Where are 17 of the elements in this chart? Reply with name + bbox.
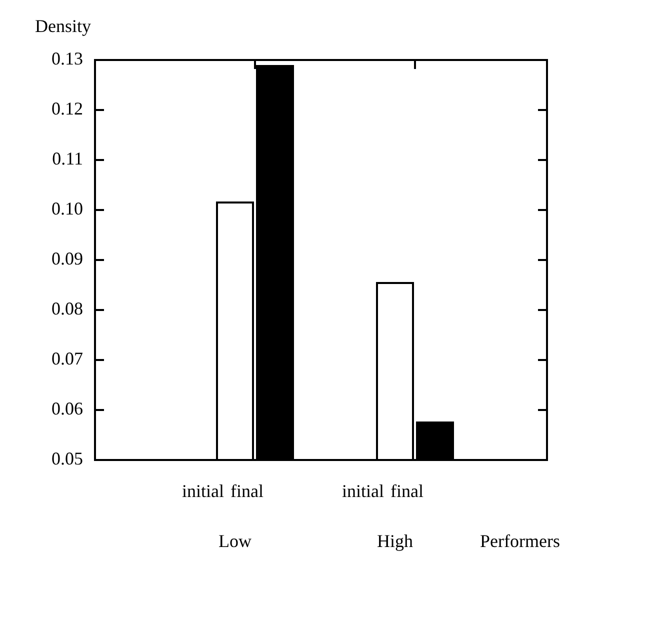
y-tick-label: 0.08 [52, 298, 83, 319]
y-axis-title: Density [35, 16, 91, 36]
x-tick-label: High [377, 531, 413, 551]
y-tick-label: 0.11 [52, 148, 83, 169]
y-tick-label: 0.06 [52, 398, 83, 419]
y-tick-label: 0.13 [52, 48, 83, 69]
series-label: final [230, 481, 264, 501]
y-tick-label: 0.07 [52, 348, 83, 369]
x-axis-title: Performers [480, 531, 560, 551]
text: initial [342, 481, 384, 501]
y-tick-label: 0.09 [52, 248, 83, 269]
y-tick-label: 0.10 [52, 198, 83, 219]
y-tick-label: 0.05 [52, 448, 83, 469]
x-tick-label: Low [218, 531, 252, 551]
y-tick-label: 0.12 [52, 98, 83, 119]
series-label: initial [182, 481, 224, 501]
text: final [390, 481, 424, 501]
